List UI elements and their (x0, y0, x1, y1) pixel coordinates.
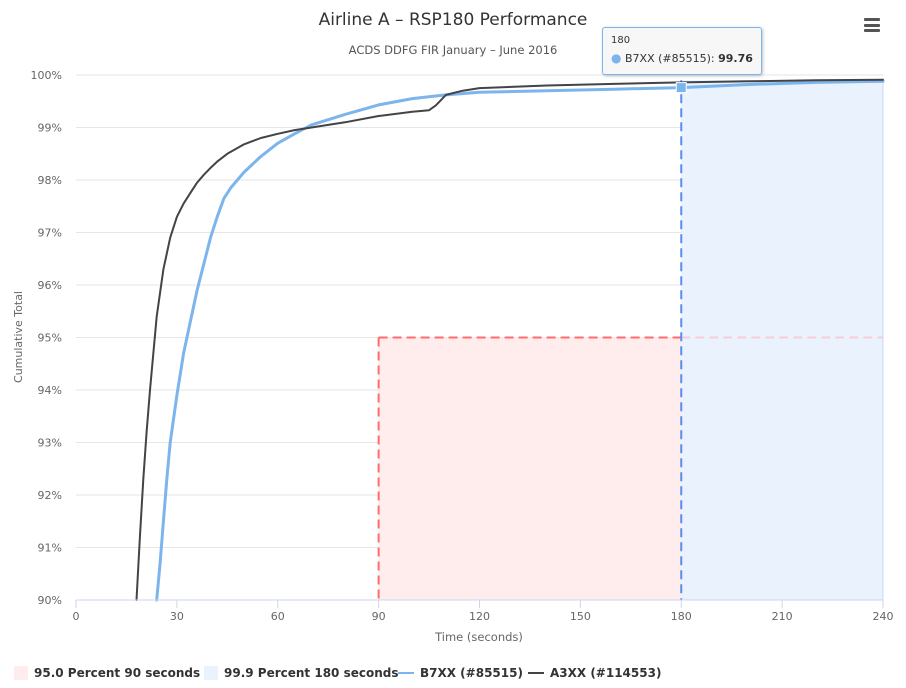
x-tick-label: 240 (873, 610, 894, 623)
tooltip-series-dot: ● (611, 51, 622, 65)
x-tick-label: 90 (372, 610, 386, 623)
y-tick-label: 93% (38, 437, 62, 450)
hamburger-menu-icon[interactable] (864, 18, 880, 32)
legend-swatch-b7xx (398, 672, 414, 674)
y-tick-label: 95% (38, 332, 62, 345)
y-tick-label: 92% (38, 489, 62, 502)
legend-label-b7xx: B7XX (#85515) (420, 666, 523, 680)
band95-fill (378, 337, 682, 600)
marker-layer (675, 82, 687, 94)
chart-plot: 90% 91% 92% 93% 94% 95% 96% 97% 98% 99% 100% 0 30 60 9… (12, 69, 894, 644)
legend-item-band999[interactable]: 99.9 Percent 180 seconds (204, 664, 399, 682)
highlight-marker (675, 82, 687, 94)
x-axis-label: Time (seconds) (434, 630, 523, 644)
tooltip-series-name: B7XX (#85515) (624, 52, 711, 65)
y-tick-label: 94% (38, 384, 62, 397)
x-tick-label: 30 (170, 610, 184, 623)
x-tick-label: 120 (469, 610, 490, 623)
legend-label-band999: 99.9 Percent 180 seconds (224, 666, 399, 680)
y-tick-label: 90% (38, 594, 62, 607)
legend-swatch-band95 (14, 666, 28, 680)
x-tick-label: 60 (271, 610, 285, 623)
chart-subtitle: ACDS DDFG FIR January – June 2016 (348, 43, 558, 57)
legend-label-band95: 95.0 Percent 90 seconds (34, 666, 201, 680)
legend: 95.0 Percent 90 seconds 99.9 Percent 180… (0, 664, 906, 684)
legend-item-band95[interactable]: 95.0 Percent 90 seconds (14, 664, 200, 682)
legend-swatch-a3xx (528, 672, 544, 674)
y-axis-label: Cumulative Total (12, 291, 25, 383)
tooltip-value: 99.76 (718, 52, 753, 65)
axis-layer: 90% 91% 92% 93% 94% 95% 96% 97% 98% 99% 100% 0 30 60 9… (31, 69, 894, 623)
y-tick-label: 96% (38, 279, 62, 292)
chart-title: Airline A – RSP180 Performance (318, 10, 588, 30)
legend-label-a3xx: A3XX (#114553) (550, 666, 662, 680)
x-tick-label: 180 (671, 610, 692, 623)
x-tick-label: 210 (772, 610, 793, 623)
tooltip-separator: : (710, 52, 715, 65)
series-line-a3xx (135, 78, 884, 601)
legend-item-a3xx[interactable]: A3XX (#114553) (528, 664, 661, 682)
legend-swatch-band999 (204, 666, 218, 680)
y-tick-label: 98% (38, 174, 62, 187)
series-layer (135, 78, 885, 602)
tooltip: 180 ● B7XX (#85515): 99.76 (602, 27, 762, 75)
tooltip-row: ● B7XX (#85515): 99.76 (611, 51, 753, 65)
band-layer (377, 80, 884, 600)
y-tick-label: 91% (38, 542, 62, 555)
y-tick-label: 99% (38, 122, 62, 135)
legend-item-b7xx[interactable]: B7XX (#85515) (398, 664, 523, 682)
y-tick-label: 97% (38, 227, 62, 240)
x-tick-label: 150 (570, 610, 591, 623)
band999-fill (681, 80, 883, 600)
series-line-b7xx (155, 79, 885, 602)
x-tick-label: 0 (73, 610, 80, 623)
y-tick-label: 100% (31, 69, 62, 82)
tooltip-header: 180 (611, 35, 631, 46)
